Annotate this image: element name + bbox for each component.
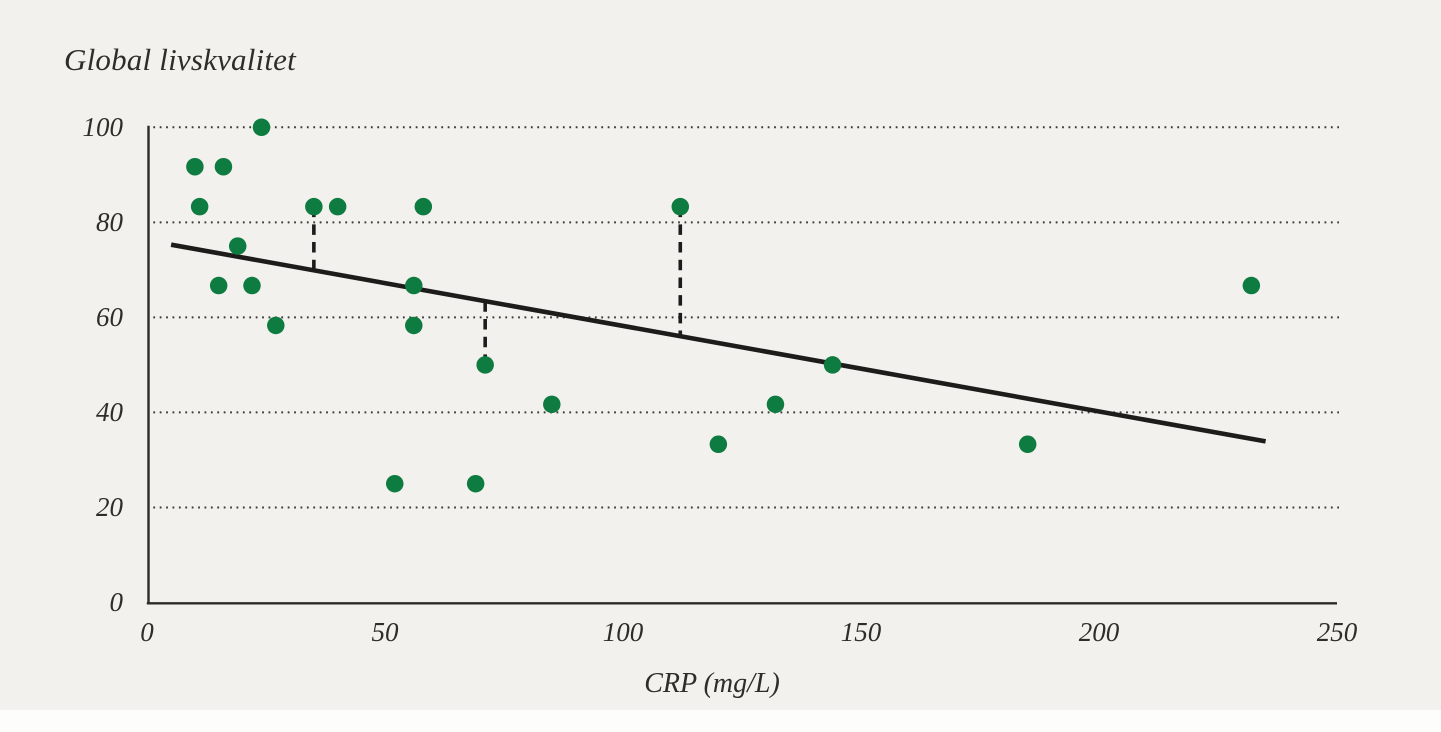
y-tick-label-20: 20 xyxy=(96,492,123,522)
bottom-margin-strip xyxy=(0,710,1441,732)
x-tick-label-100: 100 xyxy=(602,617,644,647)
data-point xyxy=(709,435,728,454)
x-tick-label-250: 250 xyxy=(1316,617,1358,647)
trend-line xyxy=(170,242,1267,444)
x-tick-label-50: 50 xyxy=(371,617,399,647)
x-tick-label-150: 150 xyxy=(840,617,882,647)
x-tick-label-0: 0 xyxy=(140,617,154,647)
data-point xyxy=(671,197,690,216)
data-point xyxy=(305,197,323,216)
data-point xyxy=(267,316,285,335)
data-point xyxy=(186,157,204,176)
data-point xyxy=(328,197,347,216)
data-point xyxy=(190,197,209,216)
data-point xyxy=(1242,276,1261,295)
data-point xyxy=(766,395,785,414)
data-point xyxy=(466,474,485,493)
y-tick-label-60: 60 xyxy=(96,302,123,332)
data-point xyxy=(252,118,271,137)
data-point xyxy=(414,197,433,216)
y-tick-label-40: 40 xyxy=(96,397,123,427)
y-tick-label-0: 0 xyxy=(109,587,124,617)
data-point xyxy=(1018,435,1037,454)
data-point xyxy=(228,237,247,255)
data-point xyxy=(823,356,842,374)
data-point xyxy=(476,356,494,374)
y-tick-label-100: 100 xyxy=(82,112,124,142)
data-point xyxy=(543,395,561,414)
chart-title: Global livskvalitet xyxy=(64,42,296,77)
y-tick-label-80: 80 xyxy=(96,207,123,237)
data-point xyxy=(405,316,423,335)
data-point xyxy=(405,276,423,295)
data-point xyxy=(209,276,228,295)
x-axis-title: CRP (mg/L) xyxy=(644,668,780,699)
data-point xyxy=(214,157,233,176)
data-point xyxy=(386,474,404,493)
data-point xyxy=(243,276,261,295)
x-tick-label-200: 200 xyxy=(1078,617,1120,647)
